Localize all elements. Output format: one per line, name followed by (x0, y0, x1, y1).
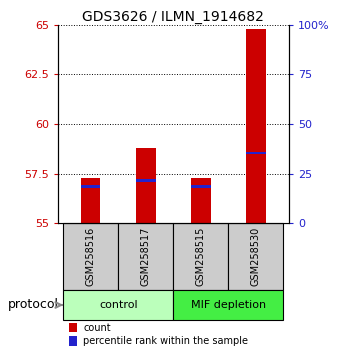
Text: percentile rank within the sample: percentile rank within the sample (83, 336, 248, 346)
Text: GSM258516: GSM258516 (86, 227, 96, 286)
Title: GDS3626 / ILMN_1914682: GDS3626 / ILMN_1914682 (83, 10, 264, 24)
Text: MIF depletion: MIF depletion (191, 300, 266, 310)
Bar (173, 223, 228, 290)
Bar (69, 336, 78, 346)
Text: count: count (83, 323, 111, 333)
Text: GSM258530: GSM258530 (251, 227, 261, 286)
Bar (63, 223, 118, 290)
Bar (191, 178, 210, 223)
Bar (63, 290, 173, 320)
Bar (246, 29, 266, 223)
Bar (81, 178, 100, 223)
Bar (69, 323, 78, 332)
Text: protocol: protocol (8, 298, 59, 312)
Bar (173, 290, 284, 320)
Bar (81, 185, 100, 188)
Bar (191, 185, 210, 188)
Bar (118, 223, 173, 290)
Text: GSM258517: GSM258517 (141, 227, 151, 286)
Bar (136, 179, 155, 182)
Text: control: control (99, 300, 138, 310)
Text: GSM258515: GSM258515 (196, 227, 206, 286)
Bar (136, 148, 155, 223)
Bar (246, 152, 266, 154)
Bar (228, 223, 284, 290)
